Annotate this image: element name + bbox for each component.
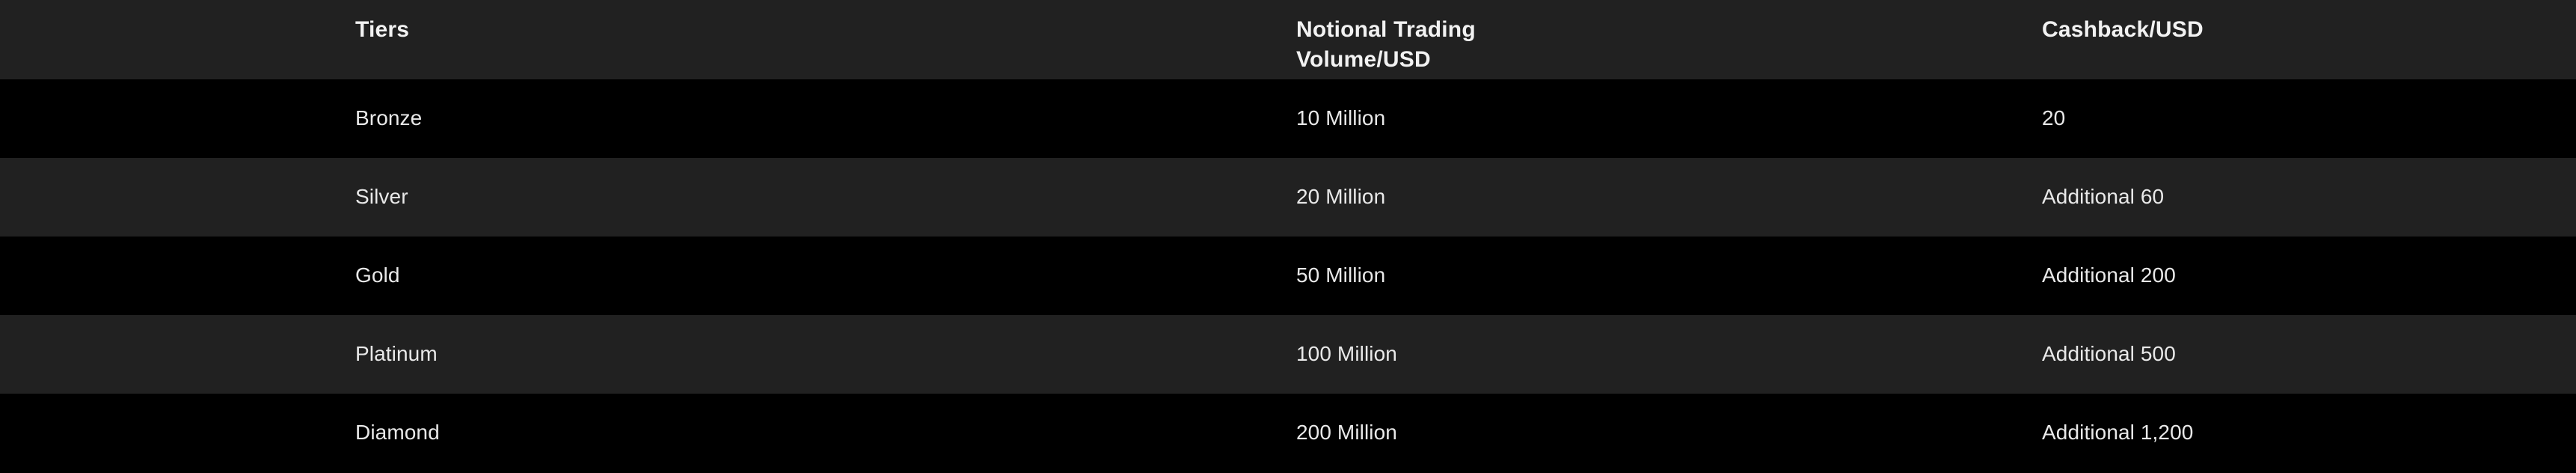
column-header-cashback-label: Cashback/USD bbox=[2042, 17, 2204, 42]
table-cell-cashback: Additional 60 bbox=[2042, 158, 2576, 236]
table-cell-volume: 100 Million bbox=[1200, 315, 2042, 394]
column-header-volume-label: Notional Trading Volume/USD bbox=[1296, 17, 1476, 72]
table-cell-tier: Platinum bbox=[0, 315, 1200, 394]
table-cell-cashback: Additional 500 bbox=[2042, 315, 2576, 394]
table-cell-cashback: Additional 200 bbox=[2042, 236, 2576, 315]
table-cell-cashback: Additional 1,200 bbox=[2042, 394, 2576, 472]
table-header-cell-tiers: Tiers bbox=[0, 0, 1200, 79]
column-header-tiers-label: Tiers bbox=[355, 17, 410, 42]
volume-value: 50 Million bbox=[1296, 263, 1386, 287]
cashback-value: Additional 200 bbox=[2042, 263, 2176, 287]
table-cell-volume: 10 Million bbox=[1200, 79, 2042, 158]
table-cell-tier: Bronze bbox=[0, 79, 1200, 158]
tier-name: Gold bbox=[355, 263, 400, 287]
table-cell-tier: Gold bbox=[0, 236, 1200, 315]
table-header-cell-volume: Notional Trading Volume/USD bbox=[1200, 0, 2042, 79]
table-cell-volume: 50 Million bbox=[1200, 236, 2042, 315]
table-row: Silver 20 Million Additional 60 bbox=[0, 158, 2576, 236]
volume-value: 20 Million bbox=[1296, 185, 1386, 209]
table-cell-cashback: 20 bbox=[2042, 79, 2576, 158]
tier-name: Bronze bbox=[355, 106, 423, 130]
table-row: Diamond 200 Million Additional 1,200 bbox=[0, 394, 2576, 472]
cashback-value: Additional 1,200 bbox=[2042, 421, 2194, 445]
volume-value: 200 Million bbox=[1296, 421, 1397, 445]
table-row: Bronze 10 Million 20 bbox=[0, 79, 2576, 158]
table-row: Gold 50 Million Additional 200 bbox=[0, 236, 2576, 315]
tier-name: Silver bbox=[355, 185, 408, 209]
table-cell-volume: 20 Million bbox=[1200, 158, 2042, 236]
table-cell-volume: 200 Million bbox=[1200, 394, 2042, 472]
volume-value: 100 Million bbox=[1296, 342, 1397, 366]
tier-name: Diamond bbox=[355, 421, 440, 445]
table-row: Platinum 100 Million Additional 500 bbox=[0, 315, 2576, 394]
table-header-row: Tiers Notional Trading Volume/USD Cashba… bbox=[0, 0, 2576, 79]
tier-name: Platinum bbox=[355, 342, 438, 366]
volume-value: 10 Million bbox=[1296, 106, 1386, 130]
cashback-value: Additional 60 bbox=[2042, 185, 2165, 209]
cashback-value: Additional 500 bbox=[2042, 342, 2176, 366]
cashback-value: 20 bbox=[2042, 106, 2066, 130]
table-cell-tier: Silver bbox=[0, 158, 1200, 236]
table-cell-tier: Diamond bbox=[0, 394, 1200, 472]
table-header-cell-cashback: Cashback/USD bbox=[2042, 0, 2576, 79]
